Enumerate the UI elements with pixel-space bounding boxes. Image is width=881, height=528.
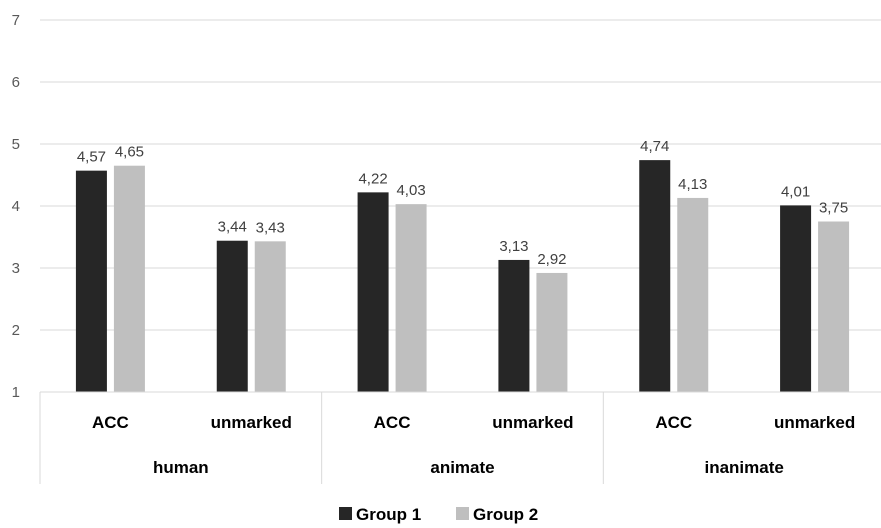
- x-tick-label: ACC: [92, 413, 129, 432]
- y-tick-label: 2: [12, 322, 20, 339]
- bar-group-2-animate-acc: [395, 204, 427, 392]
- data-label: 4,13: [678, 176, 707, 193]
- data-label: 2,92: [537, 251, 566, 268]
- data-label: 3,75: [819, 200, 848, 217]
- x-tick-label: unmarked: [492, 413, 573, 432]
- x-tick-label: unmarked: [211, 413, 292, 432]
- y-tick-label: 7: [12, 12, 20, 29]
- bar-group-2-human-acc: [113, 165, 145, 392]
- bar-group-1-inanimate-unmarked: [780, 205, 812, 392]
- data-label: 3,13: [499, 238, 528, 255]
- y-tick-label: 1: [12, 384, 20, 401]
- data-label: 4,57: [77, 149, 106, 166]
- data-label: 3,44: [218, 219, 247, 236]
- gridlines: [40, 19, 881, 331]
- x-tick-label: ACC: [374, 413, 411, 432]
- legend-swatch: [339, 507, 352, 520]
- data-labels: 4,57 4,65 3,44 3,43 4,22 4,03 3,13 2,92 4,74 4,13…: [77, 138, 848, 268]
- y-tick-label: 4: [12, 198, 20, 215]
- bar-group-1-human-unmarked: [216, 240, 248, 392]
- data-label: 4,65: [115, 144, 144, 161]
- bar-group-2-inanimate-unmarked: [818, 221, 850, 392]
- data-label: 3,43: [256, 219, 285, 236]
- y-tick-label: 6: [12, 74, 20, 91]
- bar-group-2-animate-unmarked: [536, 272, 568, 392]
- bars: [75, 160, 850, 392]
- group-label: animate: [430, 458, 494, 477]
- y-tick-label: 5: [12, 136, 20, 153]
- bar-group-1-inanimate-acc: [639, 160, 671, 392]
- data-label: 4,03: [396, 182, 425, 199]
- y-tick-label: 3: [12, 260, 20, 277]
- bar-group-2-human-unmarked: [254, 241, 286, 392]
- legend-label: Group 1: [356, 505, 421, 524]
- x-tick-label: ACC: [655, 413, 692, 432]
- bar-group-1-animate-unmarked: [498, 259, 530, 392]
- legend: Group 1 Group 2: [339, 505, 538, 524]
- bar-group-1-human-acc: [75, 170, 107, 392]
- y-axis-ticks: 1 2 3 4 5 6 7: [12, 12, 20, 401]
- data-label: 4,22: [358, 170, 387, 187]
- x-tick-label: unmarked: [774, 413, 855, 432]
- group-label: inanimate: [704, 458, 783, 477]
- data-label: 4,01: [781, 183, 810, 200]
- bar-group-1-animate-acc: [357, 192, 389, 392]
- bar-group-2-inanimate-acc: [677, 197, 709, 392]
- legend-label: Group 2: [473, 505, 538, 524]
- legend-swatch: [456, 507, 469, 520]
- data-label: 4,74: [640, 138, 669, 155]
- x-axis: ACC unmarked ACC unmarked ACC unmarked human an…: [39, 391, 881, 484]
- group-label: human: [153, 458, 209, 477]
